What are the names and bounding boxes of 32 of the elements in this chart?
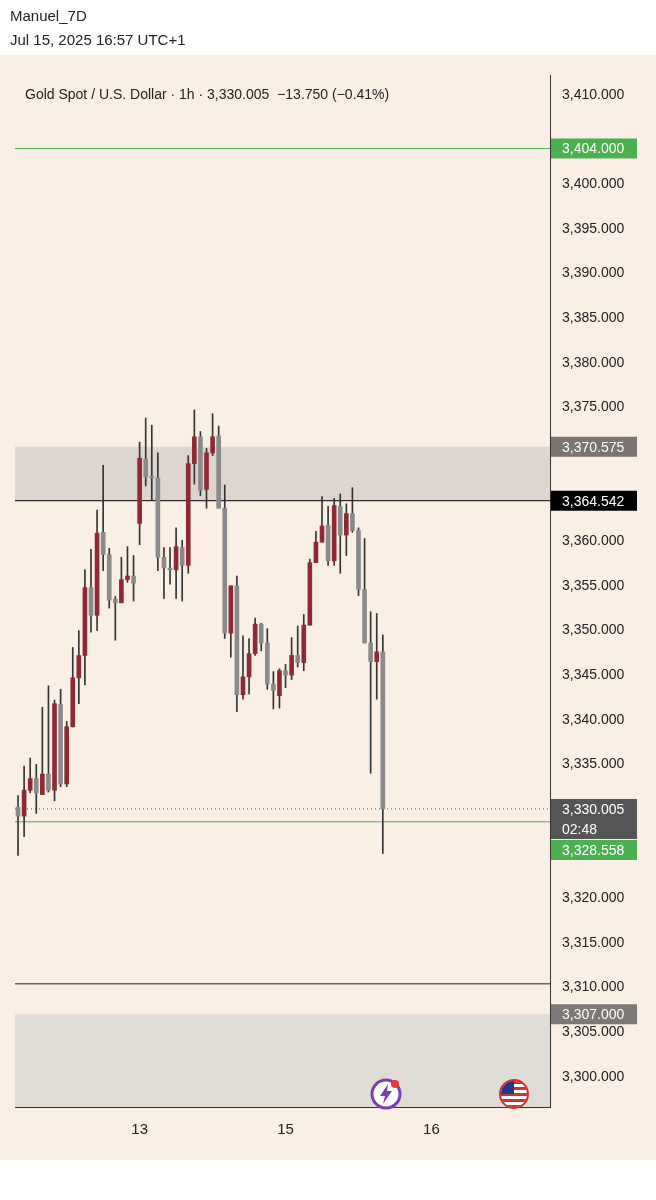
candlestick	[374, 613, 380, 700]
y-tick-label: 3,385.000	[562, 308, 625, 325]
ref-line-label: 3,364.542	[562, 492, 625, 509]
x-tick-label: 15	[277, 1120, 294, 1138]
y-tick-label: 3,380.000	[562, 353, 625, 370]
ref-line-label: 3,330.005 02:48	[562, 800, 625, 837]
y-tick-label: 3,395.000	[562, 219, 625, 236]
band-label: 3,307.000	[562, 1006, 625, 1023]
x-tick-label: 16	[423, 1120, 440, 1138]
ref-line-label: 3,404.000	[562, 140, 625, 157]
y-tick-label: 3,310.000	[562, 978, 625, 995]
y-tick-label: 3,335.000	[562, 755, 625, 772]
y-tick-label: 3,345.000	[562, 665, 625, 682]
ref-line-label: 3,328.558	[562, 841, 625, 858]
y-tick-label: 3,320.000	[562, 889, 625, 906]
band-label: 3,370.575	[562, 438, 625, 455]
y-tick-label: 3,315.000	[562, 933, 625, 950]
y-tick-label: 3,410.000	[562, 85, 625, 102]
x-tick-label: 13	[131, 1120, 148, 1138]
chart-title: Manuel_7D	[10, 6, 88, 26]
candlestick	[295, 625, 301, 668]
y-tick-label: 3,375.000	[562, 398, 625, 415]
y-tick-label: 3,305.000	[562, 1022, 625, 1039]
y-tick-label: 3,360.000	[562, 532, 625, 549]
y-tick-label: 3,400.000	[562, 175, 625, 192]
y-tick-label: 3,390.000	[562, 264, 625, 281]
y-tick-label: 3,355.000	[562, 576, 625, 593]
y-tick-label: 3,300.000	[562, 1067, 625, 1084]
y-tick-label: 3,340.000	[562, 710, 625, 727]
y-tick-label: 3,350.000	[562, 621, 625, 638]
chart-subtitle: Jul 15, 2025 16:57 UTC+1	[10, 30, 186, 50]
annotation: Gold Spot / U.S. Dollar · 1h · 3,330.005 −13.750 (−0.41%)	[25, 86, 390, 103]
